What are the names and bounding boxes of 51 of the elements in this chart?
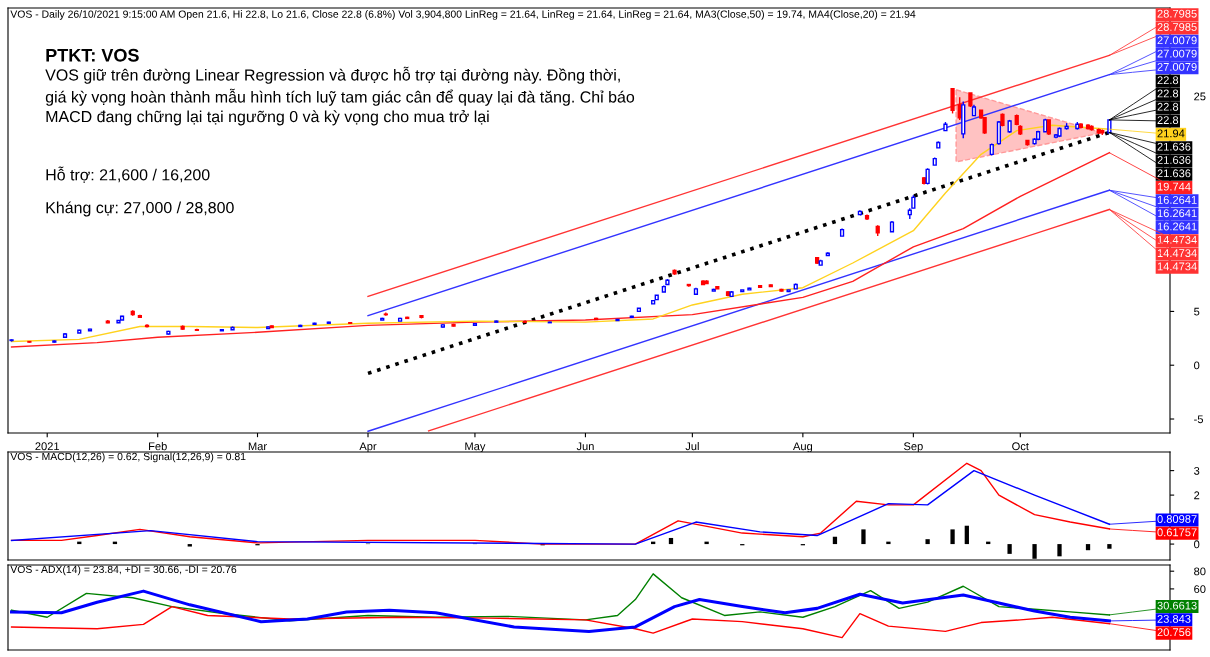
annotation: 23.843	[1157, 614, 1191, 623]
annotation: 22.8	[1157, 102, 1179, 111]
x-tick-label: Apr	[359, 442, 377, 453]
x-tick-label: Jul	[685, 442, 699, 451]
annotation: 14.4734	[1157, 262, 1197, 271]
annotation: 16.2641	[1157, 222, 1197, 231]
annotation: 28.7985	[1157, 9, 1197, 18]
annotation: 22.8	[1157, 89, 1179, 98]
annotation: 21.636	[1157, 156, 1191, 164]
x-tick-label: Sep	[903, 442, 923, 453]
annotation: 19.744	[1157, 182, 1191, 191]
y-tick-label: 80	[1194, 567, 1206, 576]
annotation: 14.4734	[1157, 235, 1197, 244]
annotation: Hỗ trợ: 21,600 / 16,200	[46, 166, 210, 183]
annotation: 27.0079	[1157, 62, 1197, 71]
x-tick-label: 2021	[35, 442, 60, 451]
y-tick-label: 0	[1194, 540, 1200, 549]
y-tick-label: -5	[1194, 415, 1204, 424]
chart-title: VOS - MACD(12,26) = 0.62, Signal(12,26,9) = 0.81	[10, 452, 246, 463]
annotation: 16.2641	[1157, 195, 1197, 204]
annotation: 21.94	[1157, 129, 1185, 138]
x-tick-label: Feb	[149, 442, 167, 451]
annotation: Kháng cự: 27,000 / 28,800	[46, 201, 234, 217]
y-tick-label: 0	[1194, 361, 1200, 370]
x-tick-label: Jun	[576, 442, 594, 451]
annotation: 27.0079	[1157, 49, 1197, 58]
annotation: 20.756	[1157, 628, 1191, 637]
annotation: 21.636	[1157, 142, 1191, 151]
y-tick-label: 60	[1194, 585, 1206, 594]
annotation: 0.61757	[1157, 528, 1197, 537]
y-tick-label: 5	[1194, 307, 1200, 316]
x-tick-label: Aug	[793, 442, 813, 453]
annotation: 14.4734	[1157, 249, 1197, 258]
x-tick-label: Mar	[248, 442, 267, 451]
y-tick-label: 2	[1194, 491, 1200, 500]
x-tick-label: May	[465, 442, 486, 453]
annotation: 27.0079	[1157, 36, 1197, 45]
x-tick-label: Oct	[1012, 442, 1029, 451]
annotation: 28.7985	[1157, 23, 1197, 31]
annotation: 22.8	[1157, 76, 1179, 85]
annotation: VOS giữ trên đường Linear Regression và được hỗ trợ tại đường này. Đồng thời, giá kỳ vọng hoàn thành mẫu hình tích luỹ tam giác cân để quay lại đà tăng. Chỉ báo MACD đang chững lại tại ngưỡng 0 và kỳ vọng cho mua trở lại	[45, 66, 635, 126]
annotation: 0.80987	[1157, 515, 1197, 523]
chart-title: VOS - Daily 26/10/2021 9:15:00 AM Open 21.6, Hi 22.8, Lo 21.6, Close 22.8 (6.8%) Vol 3,904,800 LinReg = 21.64, LinReg = 21.64, LinReg = 21.64, MA3(Close,50) = 19.74, MA4(Close,20) = 21.94	[10, 10, 916, 20]
annotation: 21.636	[1157, 169, 1191, 178]
annotation: 16.2641	[1157, 209, 1197, 218]
annotation: PTKT: VOS	[46, 48, 139, 62]
y-tick-label: 3	[1194, 466, 1200, 475]
chart-title: VOS - ADX(14) = 23.84, +DI = 30.66, -DI = 20.76	[10, 565, 237, 576]
annotation: 22.8	[1157, 116, 1179, 125]
y-tick-label: 25	[1194, 92, 1206, 101]
annotation: 30.6613	[1157, 601, 1197, 610]
